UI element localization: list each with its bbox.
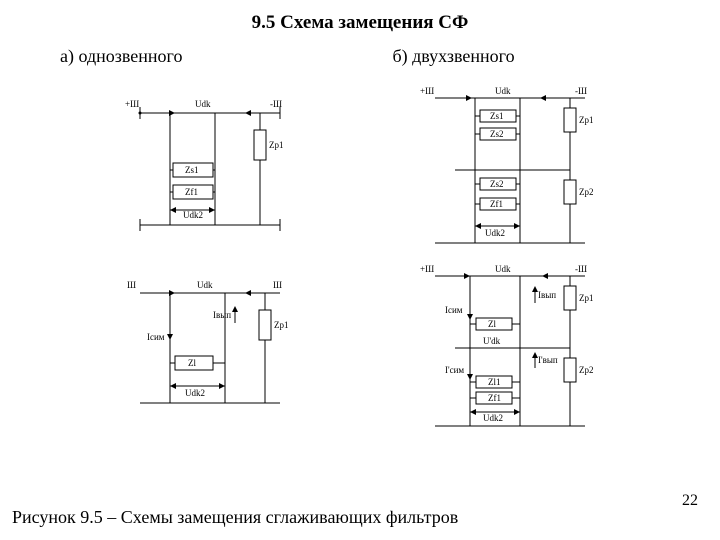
- label-zf2-r: Zf1: [490, 199, 503, 209]
- label-zl-br: Zl: [488, 319, 496, 329]
- page-number: 22: [682, 492, 698, 510]
- label-zp1-bl: Zр1: [274, 320, 289, 330]
- label-ivip-br: Iвып: [538, 290, 556, 300]
- label-zf2-br: Zf1: [488, 393, 501, 403]
- label-zp1-r: Zр1: [579, 115, 594, 125]
- label-zs1-r: Zs1: [490, 111, 504, 121]
- label-udk2-r: Udk2: [485, 228, 505, 238]
- page-title: 9.5 Схема замещения СФ: [0, 0, 720, 34]
- label-udk: Udk: [195, 99, 211, 109]
- label-udk2: Udk2: [183, 210, 203, 220]
- label-udkp: U'dk: [483, 336, 501, 346]
- label-zp1: Zр1: [269, 140, 284, 150]
- label-isim: Iсим: [147, 332, 165, 342]
- subtitle-b: б) двухзвенного: [392, 46, 514, 67]
- svg-text:Ш: Ш: [127, 280, 136, 290]
- label-ivipp: I'вып: [538, 355, 558, 365]
- label-minus: -Ш: [270, 99, 282, 109]
- label-udk-r: Udk: [495, 86, 511, 96]
- svg-text:+Ш: +Ш: [420, 264, 434, 274]
- label-udk-br: Udk: [495, 264, 511, 274]
- label-zp1-br: Zр1: [579, 293, 594, 303]
- label-udk-bl: Udk: [197, 280, 213, 290]
- label-isim-br: Iсим: [445, 305, 463, 315]
- subtitle-row: а) однозвенного б) двухзвенного: [0, 46, 720, 67]
- label-zl: Zl: [188, 358, 196, 368]
- label-udk2-br: Udk2: [483, 413, 503, 423]
- label-minus-r: -Ш: [575, 86, 587, 96]
- label-zp2-br: Zр2: [579, 365, 594, 375]
- label-ivip: Iвып: [213, 310, 231, 320]
- label-zs2-r: Zs2: [490, 129, 504, 139]
- diagram-bottom-left: Ш Ш Udk Zр1 Iвып Iсим Zl: [60, 255, 360, 435]
- svg-text:Ш: Ш: [273, 280, 282, 290]
- subtitle-a: а) однозвенного: [60, 46, 182, 67]
- label-zs1: Zs1: [185, 165, 199, 175]
- label-plus-r: +Ш: [420, 86, 434, 96]
- label-udk2-bl: Udk2: [185, 388, 205, 398]
- label-zf-br: Zl1: [488, 377, 501, 387]
- label-zf1: Zf1: [185, 187, 198, 197]
- label-ivip2: I'сим: [445, 365, 464, 375]
- figure-caption: Рисунок 9.5 – Схемы замещения сглаживающ…: [12, 507, 458, 528]
- label-plus: +Ш: [125, 99, 139, 109]
- diagram-top-left: +Ш -Ш Udk Zр1 Zs1: [60, 75, 360, 255]
- svg-text:-Ш: -Ш: [575, 264, 587, 274]
- label-zp2-r: Zр2: [579, 187, 594, 197]
- diagram-top-right: +Ш -Ш Udk Zр1 Zр2 Zs1: [360, 75, 660, 255]
- diagram-grid: +Ш -Ш Udk Zр1 Zs1: [0, 75, 720, 435]
- label-zf1-r: Zs2: [490, 179, 504, 189]
- diagram-bottom-right: +Ш -Ш Udk Zр1 Zр2 Iсим Iвып Zl: [360, 255, 660, 435]
